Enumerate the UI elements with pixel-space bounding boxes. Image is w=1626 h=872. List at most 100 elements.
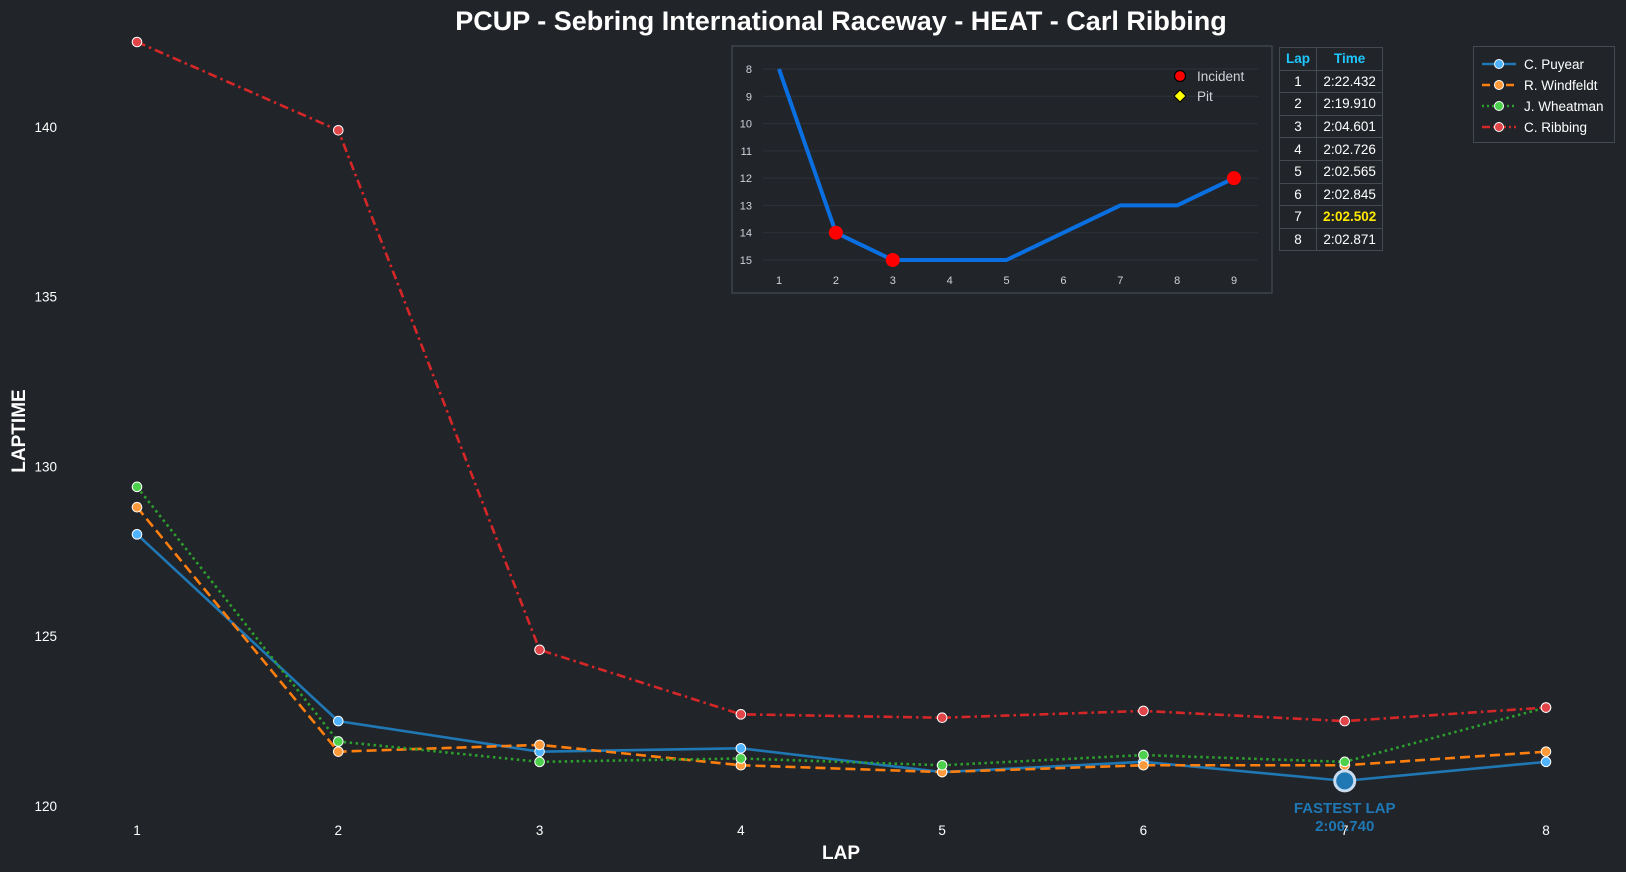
incident-markers — [828, 171, 1241, 267]
inset-y-tick-label: 8 — [746, 64, 752, 76]
time-cell: 2:02.565 — [1316, 159, 1384, 184]
inset-y-tick-label: 15 — [740, 255, 752, 267]
lap-cell: 4 — [1278, 137, 1318, 161]
data-point — [1540, 702, 1552, 713]
diamond-icon — [1173, 89, 1187, 103]
data-point — [735, 709, 747, 720]
inset-legend: Incident Pit — [1173, 69, 1245, 104]
series-line — [135, 486, 1547, 767]
x-tick-label: 8 — [1542, 823, 1550, 838]
legend-item: C. Puyear — [1482, 54, 1584, 74]
time-column-header: Time — [1316, 47, 1384, 71]
table-row: 1 2:22.432 — [1278, 69, 1384, 94]
data-point — [1339, 715, 1351, 727]
inset-x-tick-label: 3 — [890, 275, 896, 287]
legend-label: C. Puyear — [1524, 56, 1585, 72]
inset-y-tick-label: 11 — [741, 146, 752, 158]
inset-y-tick-label: 9 — [746, 91, 752, 103]
line-marker-icon — [1482, 80, 1516, 90]
inset-y-tick-label: 12 — [740, 173, 752, 185]
data-point — [131, 501, 143, 513]
legend-label: J. Wheatman — [1524, 98, 1604, 114]
data-point — [332, 715, 344, 727]
data-point — [735, 742, 747, 754]
y-tick-label: 135 — [34, 290, 57, 305]
incident-legend-label: Incident — [1197, 69, 1245, 84]
incident-marker — [885, 253, 900, 267]
incident-marker — [828, 225, 843, 240]
data-point — [1540, 746, 1552, 757]
data-point — [332, 736, 344, 747]
data-point — [131, 529, 143, 540]
x-tick-label: 4 — [737, 823, 745, 838]
x-tick-label: 1 — [133, 823, 141, 838]
data-point — [534, 644, 545, 656]
series-line — [136, 40, 1547, 723]
inset-x-tick-label: 6 — [1060, 275, 1066, 287]
y-tick-label: 130 — [34, 459, 57, 474]
x-tick-label: 2 — [335, 823, 343, 838]
legend-item: C. Ribbing — [1482, 117, 1587, 137]
fastest-lap-label: FASTEST LAP — [1294, 800, 1396, 817]
data-point — [332, 124, 344, 136]
lap-cell: 2 — [1278, 92, 1318, 116]
data-point — [131, 481, 143, 493]
inset-x-tick-label: 7 — [1117, 275, 1123, 287]
inset-y-tick-label: 10 — [740, 119, 752, 131]
inset-x-tick-label: 9 — [1231, 275, 1237, 287]
legend-label: R. Windfeldt — [1524, 77, 1598, 93]
table-row: 6 2:02.845 — [1278, 182, 1384, 207]
inset-frame — [731, 45, 1273, 294]
table-row: 8 2:02.871 — [1278, 227, 1384, 252]
inset-y-tick-label: 14 — [740, 228, 752, 240]
inset-x-tick-label: 8 — [1174, 275, 1180, 287]
chart-title: PCUP - Sebring International Raceway - H… — [455, 6, 1227, 36]
lap-cell: 6 — [1278, 182, 1318, 207]
inset-x-tick-label: 5 — [1003, 275, 1009, 287]
data-point — [131, 36, 143, 48]
y-tick-label: 125 — [34, 629, 57, 644]
data-point — [1540, 756, 1552, 768]
x-axis-label: LAP — [822, 843, 860, 864]
table-row: 3 2:04.601 — [1278, 114, 1384, 139]
series-line — [136, 533, 1547, 783]
lap-cell: 8 — [1278, 227, 1318, 252]
x-tick-label: 5 — [938, 823, 946, 838]
y-tick-label: 120 — [34, 799, 57, 814]
data-point — [534, 739, 545, 751]
time-cell-fastest: 2:02.502 — [1316, 205, 1384, 229]
lap-cell: 5 — [1278, 159, 1318, 184]
data-point — [1138, 749, 1149, 761]
legend-item: R. Windfeldt — [1482, 75, 1598, 95]
legend: C. Puyear R. Windfeldt J. Wheatman C. Ri… — [1473, 46, 1615, 143]
time-cell: 2:02.845 — [1316, 182, 1384, 207]
lap-cell: 1 — [1278, 69, 1318, 94]
x-tick-label: 7 — [1341, 823, 1349, 838]
data-point — [1339, 756, 1351, 768]
time-cell: 2:02.871 — [1316, 227, 1384, 252]
inset-x-tick-label: 1 — [776, 275, 782, 287]
legend-item: J. Wheatman — [1482, 96, 1604, 116]
incident-marker — [1227, 171, 1241, 186]
laptime-table: Lap Time 1 2:22.432 2 2:19.910 3 2:04.601 4… — [1278, 47, 1384, 252]
inset-x-tick-label: 4 — [947, 275, 953, 287]
fastest-lap-marker — [1333, 769, 1357, 793]
series-line — [135, 506, 1547, 774]
table-row: 5 2:02.565 — [1278, 159, 1384, 184]
pit-legend-label: Pit — [1197, 89, 1213, 104]
line-marker-icon — [1482, 59, 1516, 69]
data-point — [936, 759, 948, 771]
data-point — [735, 753, 747, 764]
time-cell: 2:22.432 — [1316, 69, 1384, 94]
time-cell: 2:02.726 — [1316, 137, 1384, 161]
inset-y-tick-label: 13 — [740, 200, 752, 212]
y-axis-label: LAPTIME — [9, 389, 30, 472]
position-line — [777, 68, 1235, 262]
line-marker-icon — [1482, 101, 1516, 111]
fastest-lap-time: 2:00.740 — [1315, 818, 1374, 835]
lap-cell: 3 — [1278, 114, 1318, 139]
table-row: 4 2:02.726 — [1278, 137, 1384, 161]
